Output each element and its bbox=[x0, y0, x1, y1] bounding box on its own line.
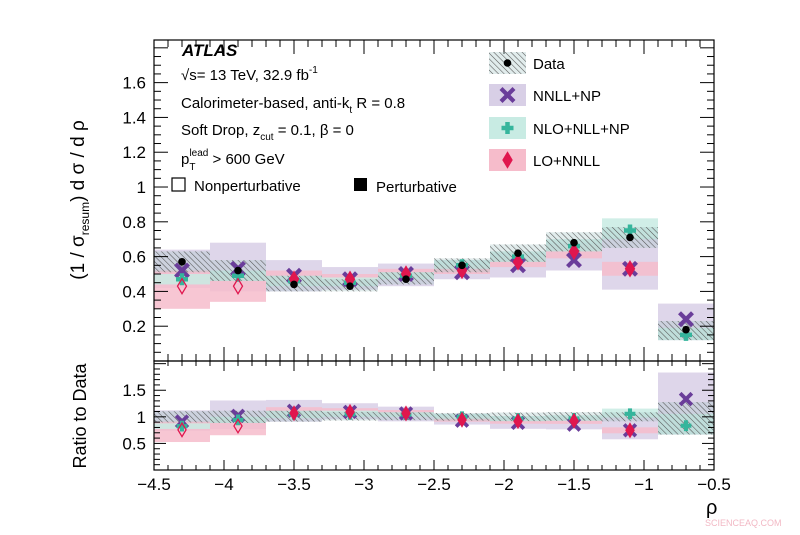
point-data bbox=[346, 282, 354, 290]
legend: Data NNLL+NP NLO+NLL+NP LO+NNLL bbox=[489, 52, 630, 171]
legend-marker-nlo-nll-np bbox=[501, 122, 514, 134]
point-data bbox=[402, 275, 410, 284]
point-lo-nnll bbox=[232, 277, 244, 295]
ratio-point-lo-nnll bbox=[401, 405, 411, 422]
legend-marker-lo-nnll bbox=[502, 151, 513, 169]
y-tick-label: 1.2 bbox=[122, 143, 146, 162]
ratio-point-lo-nnll bbox=[289, 405, 299, 422]
y-tick-label: 0.2 bbox=[122, 317, 146, 336]
ratio-point-lo-nnll bbox=[345, 403, 355, 420]
point-nnll-np bbox=[174, 262, 190, 279]
energy-label: √s= 13 TeV, 32.9 fb-1 bbox=[181, 65, 318, 84]
y-tick-label: 1.6 bbox=[122, 74, 146, 93]
ratio-point-lo-nnll bbox=[513, 413, 523, 430]
legend-label-nnll-np: NNLL+NP bbox=[533, 88, 601, 105]
y-tick-label: 1 bbox=[137, 178, 146, 197]
point-data bbox=[570, 238, 578, 247]
ratio-point-lo-nnll bbox=[625, 422, 635, 439]
ratio-point-lo-nnll bbox=[177, 421, 187, 438]
perturbative-label: Perturbative bbox=[376, 179, 457, 196]
y-tick-label: 0.4 bbox=[122, 282, 146, 301]
legend-label-lo-nnll: LO+NNLL bbox=[533, 153, 600, 170]
point-lo-nnll bbox=[624, 260, 636, 278]
y-tick-label: 0.6 bbox=[122, 248, 146, 267]
ratio-y-axis-title: Ratio to Data bbox=[70, 362, 90, 468]
x-tick-label: −4 bbox=[214, 475, 233, 494]
x-tick-label: −3.5 bbox=[277, 475, 311, 494]
x-axis-title: ρ bbox=[706, 497, 717, 519]
y-tick-label: 1.4 bbox=[122, 108, 146, 127]
x-tick-label: −4.5 bbox=[137, 475, 171, 494]
ratio-point-lo-nnll bbox=[233, 418, 243, 435]
point-lo-nnll bbox=[512, 253, 524, 271]
ratio-y-tick-label: 1 bbox=[137, 408, 146, 427]
point-data bbox=[178, 258, 186, 266]
x-tick-label: −1 bbox=[634, 475, 653, 494]
y-tick-label: 0.8 bbox=[122, 213, 146, 232]
point-lo-nnll bbox=[568, 242, 580, 261]
perturbative-filled-marker bbox=[354, 178, 367, 191]
ratio-band-data-bin bbox=[154, 411, 210, 423]
point-data bbox=[682, 325, 690, 334]
jets-label: Calorimeter-based, anti-kt R = 0.8 bbox=[181, 95, 405, 116]
legend-marker-nnll-np bbox=[499, 87, 516, 103]
nonperturbative-label: Nonperturbative bbox=[194, 178, 301, 195]
pt-label: pTlead > 600 GeV bbox=[181, 148, 285, 173]
ratio-point-nlo-nll-np bbox=[624, 408, 636, 420]
x-tick-label: −3 bbox=[354, 475, 373, 494]
atlas-label: ATLAS bbox=[181, 41, 238, 60]
legend-label-nlo-nll-np: NLO+NLL+NP bbox=[533, 121, 630, 138]
y-axis-title: (1 / σresum) d σ / d ρ bbox=[68, 120, 92, 280]
x-tick-label: −2 bbox=[494, 475, 513, 494]
watermark: SCIENCEAQ.COM bbox=[705, 518, 782, 528]
ratio-y-tick-label: 1.5 bbox=[122, 381, 146, 400]
ratio-y-tick-label: 0.5 bbox=[122, 434, 146, 453]
grooming-label: Soft Drop, zcut = 0.1, β = 0 bbox=[181, 122, 354, 143]
main-plot-frame bbox=[153, 39, 715, 362]
x-tick-label: −0.5 bbox=[697, 475, 731, 494]
nonperturbative-open-marker bbox=[171, 177, 186, 192]
ratio-point-nnll-np bbox=[678, 391, 694, 407]
point-lo-nnll bbox=[176, 277, 188, 295]
ratio-point-lo-nnll bbox=[569, 412, 579, 429]
ratio-point-lo-nnll bbox=[457, 411, 467, 428]
x-tick-label: −2.5 bbox=[417, 475, 451, 494]
point-data bbox=[458, 261, 466, 270]
point-nnll-np bbox=[678, 311, 694, 328]
point-data bbox=[234, 266, 242, 275]
point-data bbox=[626, 233, 634, 242]
ratio-point-nlo-nll-np bbox=[680, 420, 692, 432]
point-data bbox=[514, 249, 522, 257]
point-lo-nnll bbox=[456, 261, 468, 280]
legend-label-data: Data bbox=[533, 56, 565, 73]
legend-marker-data bbox=[503, 59, 512, 67]
point-data bbox=[290, 280, 298, 289]
x-tick-label: −1.5 bbox=[557, 475, 591, 494]
